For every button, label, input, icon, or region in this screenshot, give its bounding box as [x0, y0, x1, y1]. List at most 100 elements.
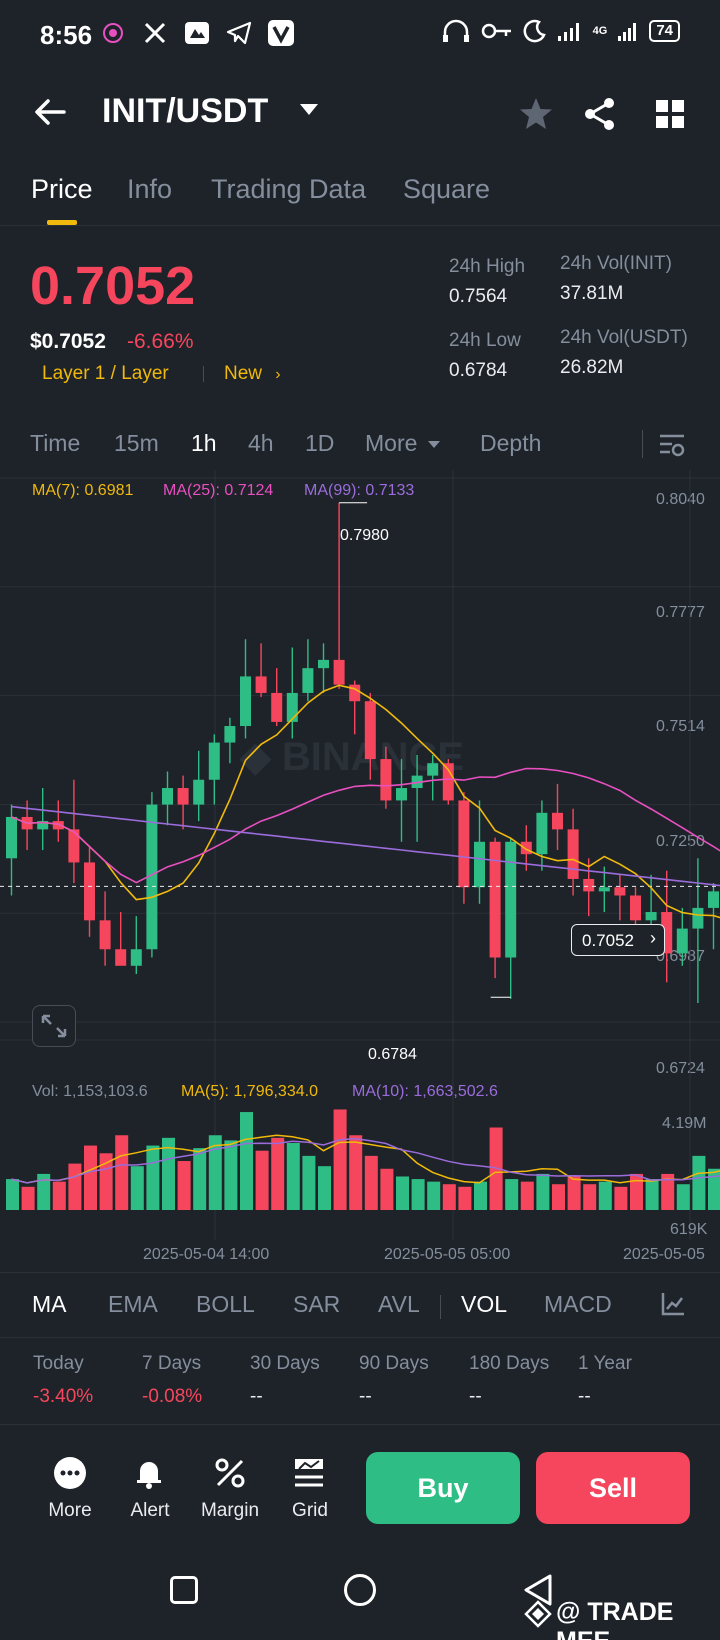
volume-bar — [645, 1179, 659, 1210]
recent-apps-icon[interactable] — [170, 1576, 198, 1604]
candle-body — [302, 668, 314, 693]
candle-body — [146, 804, 158, 950]
high-label: 24h High — [449, 256, 526, 277]
volume-bar — [661, 1173, 675, 1210]
grid-menu-icon[interactable] — [650, 94, 690, 134]
chart-grid — [0, 470, 720, 1240]
volume-bar — [380, 1168, 394, 1210]
tab-square[interactable]: Square — [403, 174, 491, 204]
interval-1d[interactable]: 1D — [305, 430, 335, 456]
key-icon — [481, 23, 511, 39]
candle-body — [162, 788, 173, 805]
tab-info[interactable]: Info — [127, 174, 173, 204]
price-tick: 0.7777 — [656, 604, 705, 621]
tab-trading-data[interactable]: Trading Data — [211, 174, 367, 204]
expand-chart-button[interactable] — [32, 1005, 76, 1047]
price-tick: 0.7250 — [656, 833, 705, 850]
interval-1h[interactable]: 1h — [191, 430, 217, 456]
indicator-vol[interactable]: VOL — [461, 1291, 508, 1317]
interval-time[interactable]: Time — [30, 430, 81, 456]
ma7-legend: MA(7): 0.6981 — [32, 482, 134, 499]
indicator-ma[interactable]: MA — [32, 1291, 67, 1317]
volume-bar — [630, 1173, 643, 1210]
more-label[interactable]: More — [48, 1500, 92, 1521]
candle-body — [505, 841, 517, 958]
candle-body — [255, 676, 267, 693]
volume-bar — [364, 1155, 378, 1210]
x-icon — [140, 18, 170, 48]
interval-depth[interactable]: Depth — [480, 430, 542, 456]
price-tick: 0.6724 — [656, 1060, 705, 1077]
ma25-line — [11, 767, 720, 884]
indicator-ema[interactable]: EMA — [108, 1291, 158, 1317]
volume-bar — [692, 1155, 706, 1210]
back-triangle-icon[interactable] — [520, 1572, 554, 1608]
volume-bar — [458, 1186, 472, 1210]
volume-bar — [37, 1173, 51, 1210]
candle-body — [630, 895, 641, 921]
volume-bar — [442, 1184, 456, 1210]
volume-bar — [505, 1179, 519, 1210]
home-icon[interactable] — [344, 1574, 376, 1606]
expand-icon — [41, 1014, 67, 1038]
margin-percent-icon[interactable] — [212, 1455, 248, 1491]
candle-body — [240, 676, 251, 727]
indicator-sar[interactable]: SAR — [293, 1291, 341, 1317]
indicator-avl[interactable]: AVL — [378, 1291, 420, 1317]
usd-price: $0.7052 — [30, 330, 106, 353]
active-tab-indicator — [47, 220, 77, 225]
watermark-logo-icon — [524, 1600, 552, 1628]
vol-init-value: 37.81M — [560, 283, 624, 304]
trading-pair-title[interactable]: INIT/USDT — [102, 92, 269, 130]
pair-dropdown-caret-icon[interactable] — [300, 104, 318, 115]
volume-bar — [474, 1181, 487, 1210]
margin-label[interactable]: Margin — [200, 1500, 260, 1521]
indicator-settings-icon[interactable] — [660, 1291, 686, 1317]
more-icon[interactable] — [52, 1455, 88, 1491]
chevron-right-icon: › — [275, 366, 281, 383]
current-price-label[interactable]: 0.7052 › — [571, 924, 665, 956]
vol-init-label: 24h Vol(INIT) — [560, 253, 672, 274]
tab-price[interactable]: Price — [31, 174, 93, 204]
perf-label-7d: 7 Days — [142, 1353, 202, 1374]
buy-button[interactable]: Buy — [366, 1452, 520, 1524]
status-time: 8:56 — [40, 20, 93, 50]
candlestick-chart[interactable]: ◆ BINANCE — [0, 470, 720, 1240]
candle-body — [333, 659, 345, 685]
more-caret-icon — [428, 441, 440, 448]
volume-bar — [676, 1184, 690, 1210]
alert-label[interactable]: Alert — [130, 1500, 170, 1521]
back-arrow-icon[interactable] — [32, 94, 68, 130]
candle-body — [68, 829, 80, 863]
category-tag[interactable]: Layer 1 / Layer — [42, 363, 169, 384]
battery-indicator: 74 — [649, 20, 680, 42]
volume-bar — [552, 1184, 565, 1210]
x-tick: 2025-05-04 14:00 — [143, 1246, 270, 1263]
share-icon[interactable] — [580, 94, 620, 134]
perf-value-30d: -- — [250, 1386, 263, 1407]
indicator-macd[interactable]: MACD — [544, 1291, 612, 1317]
grid-bot-icon[interactable] — [291, 1455, 327, 1491]
new-tag[interactable]: New › — [224, 363, 281, 385]
candle-body — [52, 821, 64, 830]
alert-bell-icon[interactable] — [131, 1455, 167, 1491]
perf-label-1y: 1 Year — [578, 1353, 632, 1374]
candles-group — [0, 502, 720, 1003]
grid-label[interactable]: Grid — [292, 1500, 328, 1521]
interval-more[interactable]: More — [365, 430, 418, 456]
interval-4h[interactable]: 4h — [248, 430, 274, 456]
chart-settings-icon[interactable] — [658, 431, 686, 459]
candle-body — [177, 788, 189, 805]
volume-bar — [427, 1181, 441, 1210]
new-tag-label: New — [224, 363, 263, 384]
favorite-star-icon[interactable] — [516, 94, 556, 134]
system-nav-bar — [0, 1556, 720, 1640]
last-price: 0.7052 — [30, 256, 196, 316]
drive-icon — [182, 18, 212, 48]
interval-15m[interactable]: 15m — [114, 430, 159, 456]
sell-button[interactable]: Sell — [536, 1452, 690, 1524]
volume-bar — [520, 1181, 534, 1210]
volume-bar — [68, 1163, 82, 1210]
volume-bar — [162, 1137, 175, 1210]
indicator-boll[interactable]: BOLL — [196, 1291, 255, 1317]
